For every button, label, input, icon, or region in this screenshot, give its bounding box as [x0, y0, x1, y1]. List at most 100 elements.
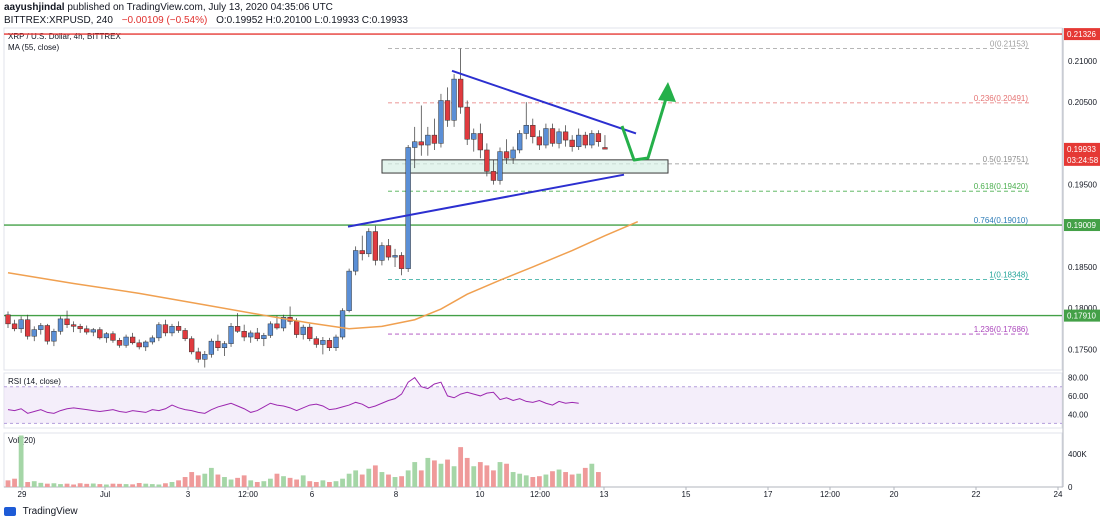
candle-1	[11, 319, 18, 332]
candle-body-14	[97, 329, 103, 339]
candle-3	[25, 314, 31, 340]
price-tag-text-0: 0.21326	[1067, 30, 1096, 39]
time-tick-10: 17	[764, 490, 773, 499]
fib-label-2: 0.5(0.19751)	[983, 155, 1029, 164]
candle-body-29	[195, 351, 201, 360]
candle-52	[346, 268, 352, 313]
candle-body-85	[562, 131, 569, 141]
candle-47	[313, 336, 319, 348]
price-tag-4	[1064, 309, 1100, 322]
volume-bar-14	[97, 484, 103, 487]
candle-body-71	[471, 133, 477, 140]
candle-body-40	[267, 323, 274, 336]
candle-53	[353, 246, 359, 276]
candle-body-67	[444, 100, 451, 121]
candle-body-39	[261, 335, 267, 339]
candle-30	[202, 351, 208, 368]
candle-84	[556, 128, 562, 149]
candle-body-87	[576, 134, 582, 147]
price-tag-2	[1064, 153, 1100, 166]
volume-bar-38	[254, 482, 260, 487]
volume-bar-46	[307, 481, 313, 487]
volume-bar-16	[110, 483, 116, 487]
candle-70	[464, 100, 470, 146]
candle-body-7	[51, 331, 57, 342]
candle-body-9	[64, 318, 70, 325]
candle-40	[267, 321, 274, 338]
volume-bar-66	[438, 463, 444, 487]
candle-body-81	[536, 136, 543, 146]
ohlc-values: O:0.19952 H:0.20100 L:0.19933 C:0.19933	[216, 15, 408, 26]
rsi-tick-0: 80.00	[1068, 374, 1089, 383]
candle-65	[431, 118, 438, 150]
volume-bar-34	[228, 479, 234, 487]
candle-49	[326, 337, 333, 352]
candle-body-80	[530, 124, 536, 138]
candle-body-17	[116, 340, 123, 346]
volume-bar-50	[333, 481, 339, 487]
volume-bar-20	[136, 483, 142, 487]
candle-20	[136, 339, 142, 350]
candle-body-86	[569, 139, 575, 147]
time-tick-2: 3	[186, 490, 191, 499]
candle-body-49	[326, 340, 333, 348]
candle-body-2	[18, 319, 24, 330]
volume-bar-84	[556, 469, 562, 487]
candle-body-3	[25, 319, 31, 337]
time-tick-3: 12:00	[238, 490, 259, 499]
candle-23	[156, 322, 162, 342]
symbol-line: BITTREX:XRPUSD, 240 −0.00109 (−0.54%) O:…	[4, 15, 408, 26]
volume-bar-49	[327, 482, 332, 487]
price-tag-text-2: 03:24:58	[1067, 156, 1099, 165]
candle-body-35	[234, 326, 241, 332]
candle-13	[90, 327, 96, 337]
candle-86	[569, 135, 575, 152]
rsi-legend: RSI (14, close)	[8, 377, 61, 386]
candle-82	[543, 123, 549, 149]
candle-68	[451, 74, 457, 127]
volume-bar-36	[241, 475, 247, 487]
candle-body-70	[464, 106, 470, 140]
candle-body-90	[595, 133, 602, 142]
candle-48	[320, 337, 326, 355]
volume-bar-57	[379, 472, 385, 487]
candle-38	[254, 327, 260, 342]
candle-36	[241, 324, 247, 342]
candle-11	[77, 323, 83, 333]
candle-body-1	[11, 323, 18, 330]
candle-57	[379, 242, 385, 266]
candle-15	[103, 332, 110, 343]
candle-body-63	[418, 141, 424, 146]
ma-legend: MA (55, close)	[8, 43, 59, 52]
volume-bar-12	[84, 483, 90, 487]
volume-bar-17	[117, 483, 122, 487]
candle-body-26	[175, 326, 182, 331]
candle-14	[97, 327, 103, 340]
volume-bar-31	[208, 467, 214, 487]
time-tick-13: 22	[972, 490, 981, 499]
candle-body-53	[353, 250, 359, 272]
candle-39	[261, 332, 267, 347]
candle-body-34	[228, 326, 234, 344]
candle-body-12	[84, 328, 90, 333]
candle-21	[143, 340, 149, 352]
candle-body-42	[280, 317, 287, 329]
candle-body-62	[412, 141, 418, 148]
volume-bar-80	[530, 477, 536, 487]
candle-78	[517, 130, 523, 154]
price-tag-0	[1064, 28, 1100, 41]
volume-bar-68	[451, 466, 457, 487]
candle-2	[18, 316, 24, 333]
volume-bar-75	[497, 462, 503, 487]
volume-bar-82	[543, 474, 549, 487]
candle-19	[129, 332, 136, 345]
volume-bar-25	[169, 482, 175, 487]
candle-body-41	[274, 323, 280, 329]
volume-bar-90	[596, 472, 601, 487]
candle-body-16	[110, 333, 116, 341]
volume-bar-62	[412, 462, 418, 487]
price-tick-4: 0.18000	[1068, 304, 1097, 313]
symbol-label: BITTREX:XRPUSD, 240	[4, 15, 113, 26]
volume-bar-61	[405, 470, 411, 487]
